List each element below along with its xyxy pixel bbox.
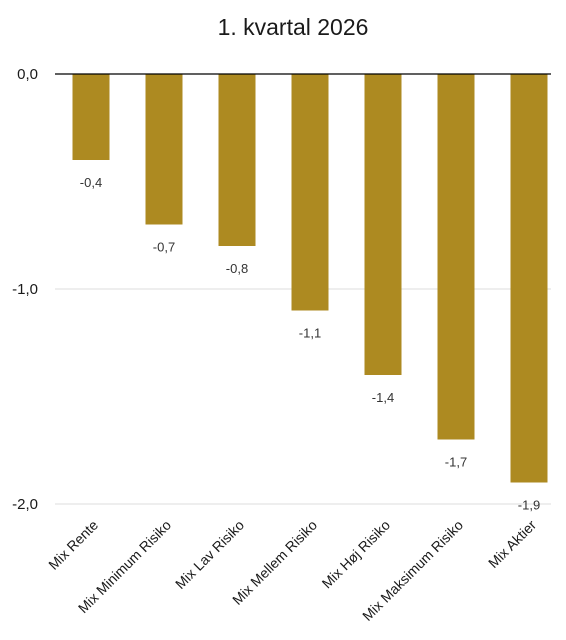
- data-labels: -0,4 -0,7 -0,8 -1,1 -1,4 -1,7 -1,9: [80, 175, 540, 513]
- data-label: -0,8: [226, 261, 248, 276]
- data-label: -0,7: [153, 240, 175, 255]
- data-label: -0,4: [80, 175, 102, 190]
- x-tick-label: Mix Rente: [45, 517, 101, 573]
- chart-title: 1. kvartal 2026: [218, 14, 369, 40]
- bar: [364, 74, 402, 375]
- y-tick-label: 0,0: [17, 66, 38, 83]
- x-tick-label: Mix Aktier: [485, 517, 539, 571]
- data-label: -1,4: [372, 390, 394, 405]
- bar: [437, 74, 475, 440]
- bar: [145, 74, 183, 225]
- data-label: -1,1: [299, 326, 321, 341]
- data-label: -1,7: [445, 455, 467, 470]
- x-tick-label: Mix Lav Risiko: [172, 517, 247, 592]
- bar: [510, 74, 548, 483]
- bar: [291, 74, 329, 311]
- bars: [72, 74, 548, 483]
- y-tick-label: -2,0: [12, 496, 38, 513]
- bar: [72, 74, 110, 160]
- x-tick-label: Mix Høj Risiko: [319, 517, 394, 592]
- gridlines: [55, 288, 551, 505]
- y-axis: 0,0 -1,0 -2,0: [12, 66, 38, 513]
- y-tick-label: -1,0: [12, 281, 38, 298]
- data-label: -1,9: [518, 498, 540, 513]
- bar: [218, 74, 256, 246]
